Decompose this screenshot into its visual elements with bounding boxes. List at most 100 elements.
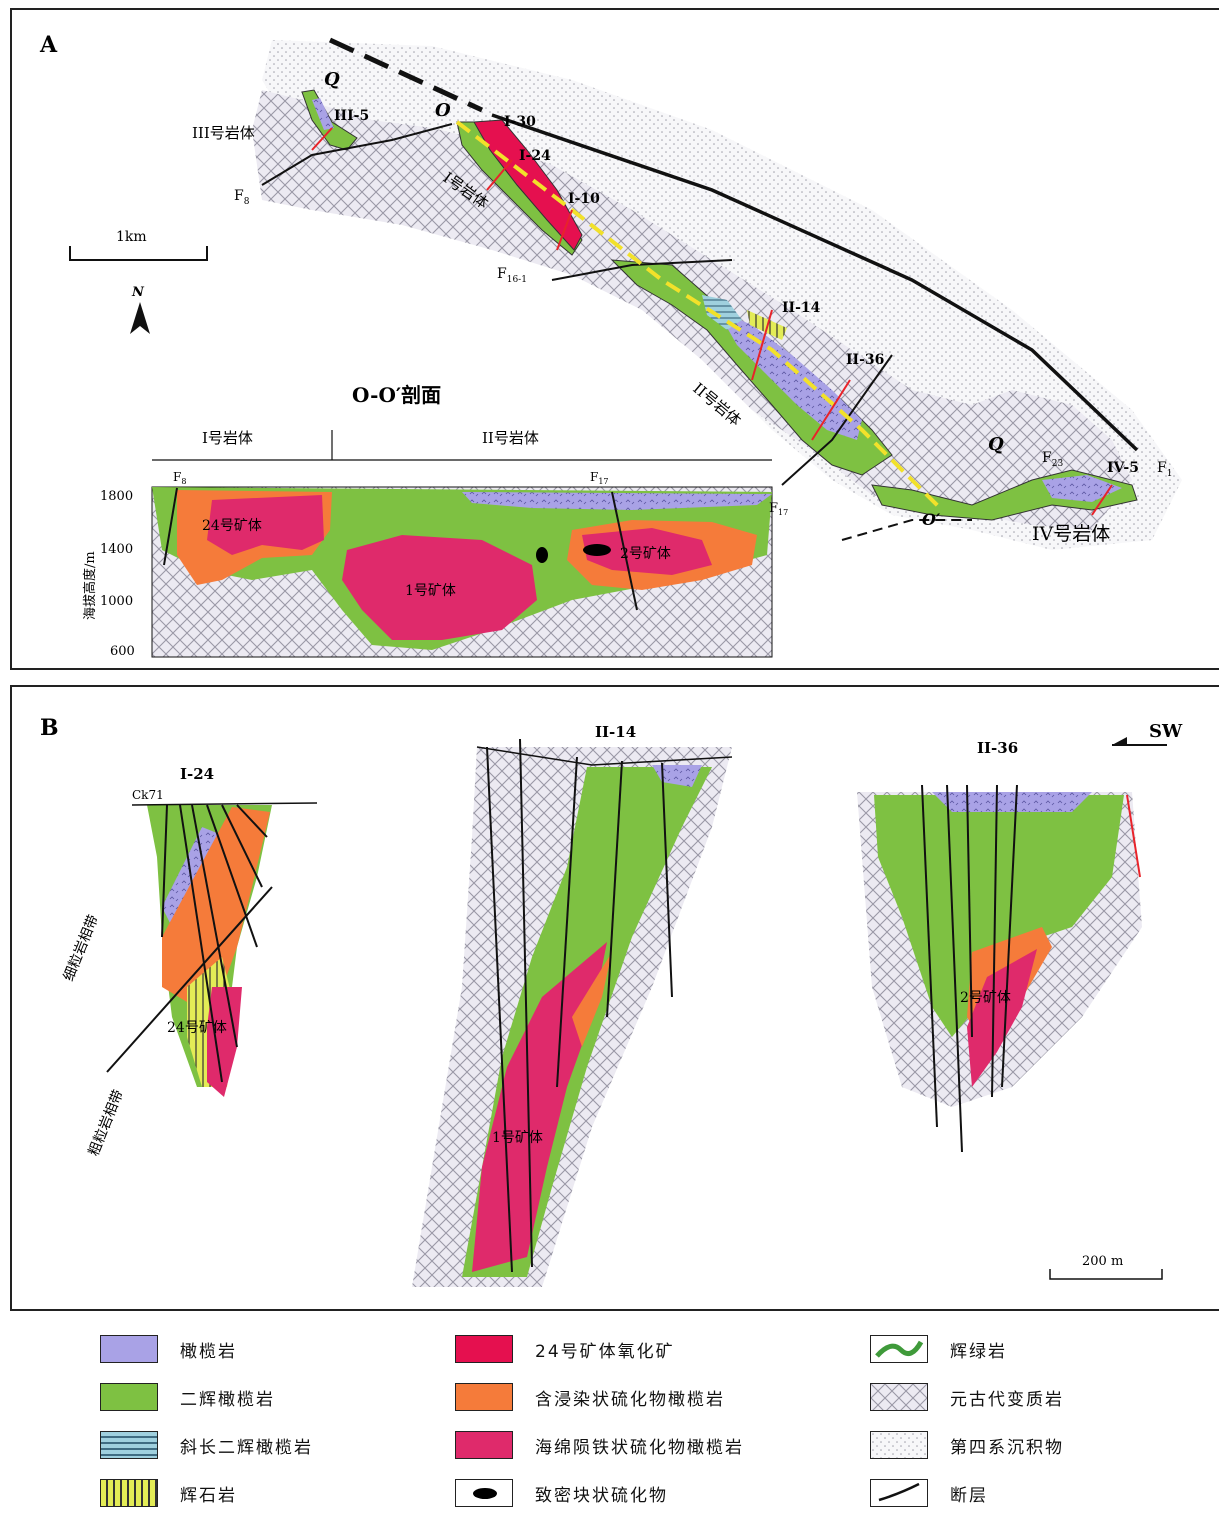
north-arrow-icon: N: [130, 285, 150, 334]
legend-massive: 致密块状硫化物: [455, 1476, 668, 1510]
panel-a-letter: A: [39, 32, 58, 58]
legend-gabbro: 辉绿岩: [870, 1332, 1007, 1366]
fault-f16: [551, 259, 733, 281]
legend-fault: 断层: [870, 1476, 988, 1510]
sw-arrow-icon: SW: [1112, 721, 1183, 746]
section-f17: F17: [590, 470, 609, 486]
section-line-oo: [455, 120, 944, 512]
section-ore-1: [342, 535, 537, 640]
svg-text:24号矿体: 24号矿体: [167, 1020, 227, 1036]
legend-pyroxenite: 辉石岩: [100, 1476, 237, 1510]
swatch-disseminated: [455, 1383, 513, 1411]
legend-disseminated: 含浸染状硫化物橄榄岩: [455, 1380, 725, 1414]
svg-text:1800: 1800: [100, 489, 133, 504]
legend-plag-lherzolite: 斜长二辉橄榄岩: [100, 1428, 313, 1462]
section-label-ore24: 24号矿体: [202, 518, 262, 534]
body-iv-olivine: [1042, 475, 1122, 502]
legend-oxide-ore: 24号矿体氧化矿: [455, 1332, 675, 1366]
svg-text:Ck71: Ck71: [132, 788, 164, 802]
section-fault-f8: [163, 487, 178, 566]
swatch-net-texture: [455, 1431, 513, 1459]
svg-text:细粒岩相带: 细粒岩相带: [61, 913, 102, 984]
svg-text:I-24: I-24: [180, 765, 214, 783]
fault-south-dashed: [841, 519, 972, 541]
svg-text:1km: 1km: [116, 229, 147, 245]
legend-meta: 元古代变质岩: [870, 1380, 1064, 1414]
svg-text:1000: 1000: [100, 594, 133, 609]
fault-f1: [491, 113, 1139, 452]
section-massive-ore-2: [536, 547, 548, 563]
section-olivine-cap: [462, 492, 772, 510]
section-ii36: II-36 2号矿体: [857, 739, 1142, 1153]
body-ii-plag: [702, 295, 742, 330]
section-label-ore1: 1号矿体: [405, 583, 456, 599]
section-ii14: II-14 1号矿体: [412, 723, 733, 1287]
scale-bar-1km: 1km: [69, 229, 208, 261]
section-f8: F8: [173, 470, 186, 486]
body-i-oxide-ore: [473, 119, 583, 251]
section-fault-f17: [611, 491, 638, 611]
swatch-pyroxenite: [100, 1479, 158, 1507]
swatch-quaternary: [870, 1431, 928, 1459]
section-i24: I-24 Ck71 细粒岩相带 粗粒岩相带 24号矿体: [61, 765, 318, 1159]
label-iv-body: IV号岩体: [1032, 523, 1110, 545]
section-title: O-O′剖面: [352, 383, 441, 407]
body-ii-olivine: [717, 310, 862, 440]
svg-text:600: 600: [110, 644, 135, 659]
svg-text:粗粒岩相带: 粗粒岩相带: [86, 1088, 127, 1159]
label-i10: I-10: [568, 191, 600, 207]
legend-net-texture: 海绵陨铁状硫化物橄榄岩: [455, 1428, 744, 1462]
swatch-gabbro: [870, 1335, 928, 1363]
swatch-oxide-ore: [455, 1335, 513, 1363]
label-f8: F8: [234, 188, 250, 207]
legend-olivine: 橄榄岩: [100, 1332, 237, 1366]
label-o-prime: O′: [922, 510, 941, 529]
label-f16: F16-1: [497, 266, 527, 285]
label-iii5: III-5: [334, 108, 369, 124]
section-body-ii: II号岩体: [482, 429, 539, 447]
body-iii-olivine: [312, 98, 334, 130]
label-i24: I-24: [519, 148, 551, 164]
swatch-olivine: [100, 1335, 158, 1363]
svg-text:II-36: II-36: [977, 739, 1018, 757]
drill-lines: [311, 127, 1113, 516]
label-iv5: IV-5: [1107, 460, 1139, 476]
legend: 橄榄岩 二辉橄榄岩 斜长二辉橄榄岩 辉石岩 24号矿体氧化矿 含浸染状硫化物橄榄…: [0, 1318, 1219, 1530]
section-label-ore2: 2号矿体: [620, 546, 671, 562]
fault-f8: [261, 123, 453, 186]
svg-text:200 m: 200 m: [1082, 1254, 1123, 1269]
panel-b-letter: B: [40, 715, 59, 741]
scale-bar-200m: 200 m: [1049, 1254, 1163, 1280]
legend-quaternary: 第四系沉积物: [870, 1428, 1064, 1462]
svg-text:2号矿体: 2号矿体: [960, 990, 1011, 1006]
panel-b-sections: B I-24 Ck71 细粒岩相带 粗粒岩相带 24号矿体: [10, 685, 1219, 1311]
svg-text:1号矿体: 1号矿体: [492, 1130, 543, 1146]
svg-text:海拔高度/m: 海拔高度/m: [82, 551, 98, 620]
svg-text:SW: SW: [1149, 721, 1183, 742]
section-y-axis: 1800 1400 1000 600 海拔高度/m: [82, 489, 135, 659]
label-iii-body: III号岩体: [192, 124, 255, 142]
swatch-fault: [870, 1479, 928, 1507]
section-ore-24: [207, 495, 324, 555]
svg-text:1400: 1400: [100, 542, 133, 557]
swatch-plag-lherzolite: [100, 1431, 158, 1459]
svg-text:N: N: [131, 285, 145, 300]
label-o: O: [435, 100, 451, 121]
label-ii14: II-14: [782, 300, 821, 316]
label-ii36: II-36: [846, 352, 884, 368]
section-ore-2: [582, 528, 712, 575]
legend-lherzolite: 二辉橄榄岩: [100, 1380, 275, 1414]
panel-a-map: A: [10, 8, 1219, 670]
section-header: I号岩体 II号岩体: [152, 429, 772, 461]
label-f1: F1: [1157, 460, 1172, 479]
fault-dashed-north: [328, 37, 484, 113]
svg-text:II-14: II-14: [595, 723, 636, 741]
label-q1: Q: [324, 69, 340, 90]
swatch-massive: [455, 1479, 513, 1507]
section-massive-ore: [583, 544, 611, 556]
label-q2: Q: [988, 434, 1004, 455]
section-body-i: I号岩体: [202, 429, 253, 447]
label-f23: F23: [1042, 450, 1063, 469]
fault-f23: [781, 354, 893, 486]
label-i30: I-30: [504, 114, 536, 130]
